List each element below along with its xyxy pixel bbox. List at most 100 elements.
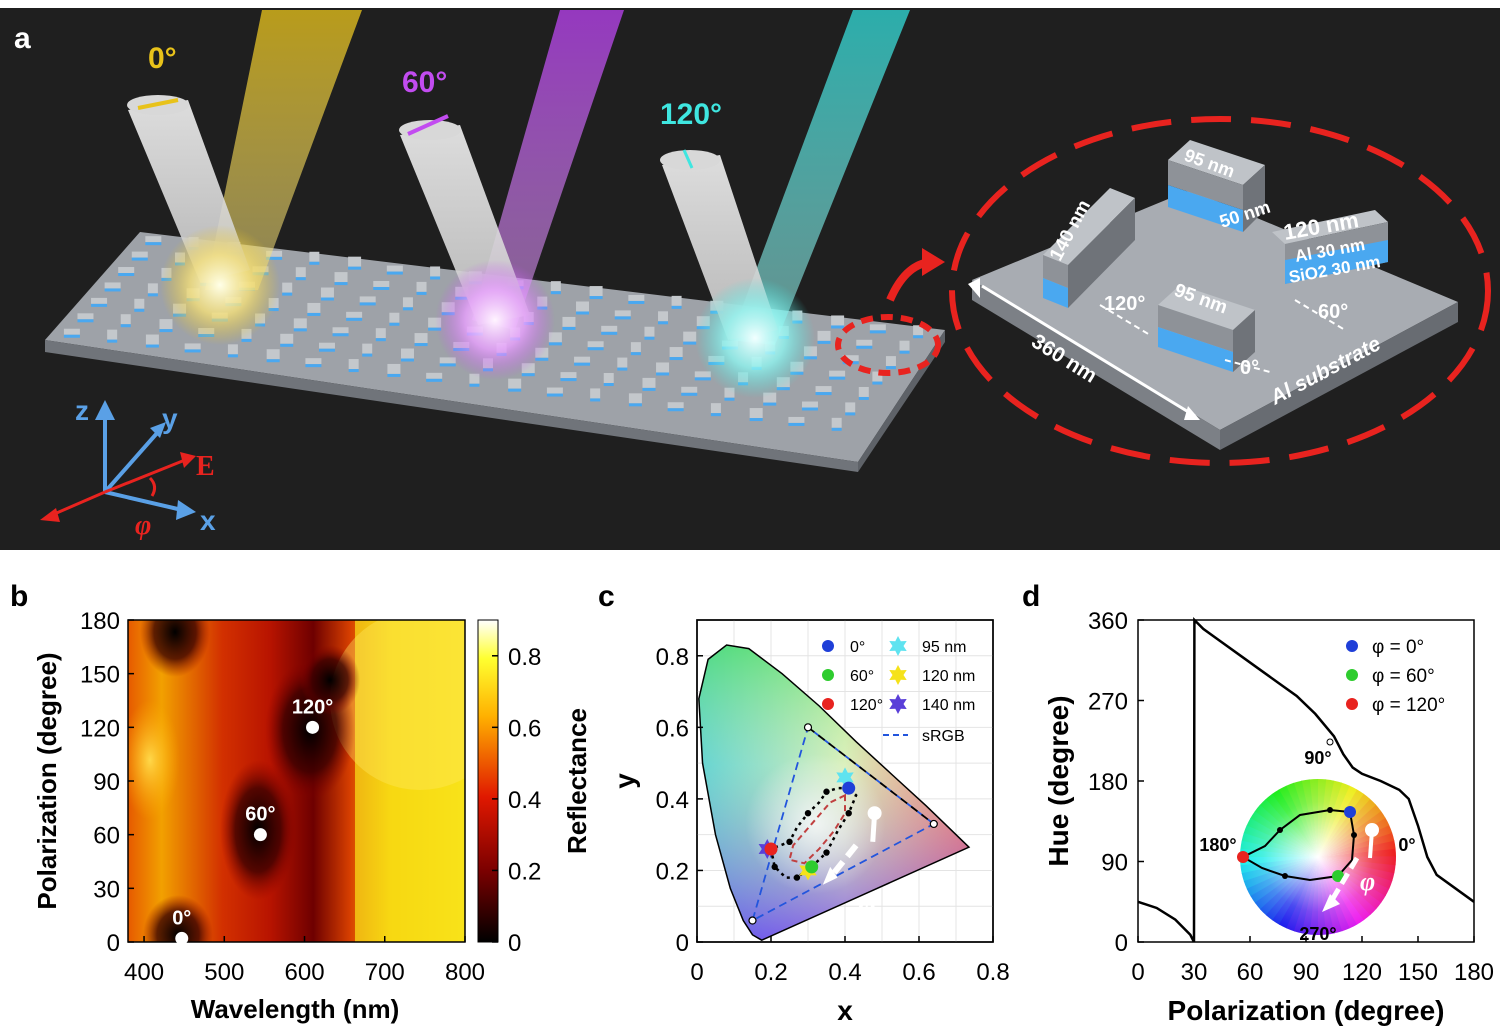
nanoblock	[305, 358, 322, 365]
nanoblock-oxide	[858, 396, 869, 400]
nanoblock	[683, 331, 697, 342]
nanoblock-oxide	[628, 403, 642, 407]
nanoblock-oxide	[658, 321, 669, 325]
panel-d-axes: 0 30 60 90 120 150 180 0 90 180 270 360	[1088, 608, 1494, 986]
nanoblock	[642, 377, 656, 388]
x-tick-label: 700	[365, 959, 405, 986]
nanoblock-oxide	[630, 352, 641, 356]
nanoblock-oxide	[603, 383, 614, 387]
nanoblock-oxide	[628, 300, 645, 304]
legend-label: φ = 0°	[1372, 637, 1424, 658]
srgb-vertex	[803, 723, 813, 732]
y-tick-label: 0	[1115, 930, 1128, 957]
x-tick-label: 400	[124, 959, 164, 986]
nanoblock	[309, 251, 320, 262]
wheel-label-270: 270°	[1299, 924, 1336, 944]
nanoblock-oxide	[359, 302, 376, 306]
colorbar-ticks: 0 0.2 0.4 0.6 0.8	[492, 644, 541, 957]
y-tick-label: 0	[107, 930, 120, 957]
nanoblock-oxide	[104, 288, 121, 292]
colorbar-tick-label: 0.8	[508, 644, 541, 671]
beam-label-60: 60°	[402, 66, 447, 99]
nanoblock	[749, 408, 763, 419]
nanoblock-oxide	[521, 373, 535, 377]
x-tick-label: 0.2	[754, 959, 787, 986]
nanoblock-oxide	[362, 353, 373, 357]
nanoblock	[508, 378, 522, 389]
polarization-point	[805, 860, 819, 874]
srgb-vertex	[929, 819, 938, 829]
nanoblock-oxide	[469, 383, 480, 387]
colorbar-tick-label: 0.2	[508, 858, 541, 885]
y-tick-label: 270	[1088, 689, 1128, 716]
nanoblock	[184, 343, 201, 350]
nanoblock	[656, 362, 670, 373]
nanoblock	[681, 386, 698, 393]
nanoblock-oxide	[856, 345, 873, 349]
nanoblock	[389, 312, 400, 323]
legend-star	[889, 665, 907, 685]
legend-label: 60°	[850, 668, 874, 685]
axis-y-label: y	[162, 403, 178, 434]
nanoblock	[293, 318, 307, 329]
nanoblock	[587, 341, 604, 348]
wheel-arrow	[1329, 856, 1360, 902]
zoom-circle-large	[949, 116, 1491, 466]
nanoblock	[145, 334, 159, 345]
x-tick-label: 0	[690, 959, 703, 986]
nanoblock-oxide	[295, 277, 306, 281]
nanoblock	[307, 302, 321, 313]
nanoblock	[159, 319, 173, 330]
x-tick-label: 800	[445, 959, 485, 986]
wheel-phi: φ	[1360, 867, 1375, 896]
nanoblock-oxide	[241, 338, 252, 342]
x-tick-label: 90	[1293, 959, 1320, 986]
colorbar	[477, 619, 499, 943]
panel-b-axes: 400 500 600 700 800 0 30 60 90 120 150 180	[80, 608, 485, 986]
nanoblock	[858, 386, 869, 397]
nanoblock-oxide	[913, 335, 924, 339]
y-tick-label: 0.8	[656, 644, 689, 671]
nanoblock-oxide	[831, 427, 842, 431]
colorbar-tick-label: 0.6	[508, 715, 541, 742]
heatmap-point-label: 60°	[245, 804, 275, 826]
hue-wheel: 90° 180° 0° 270° φ	[1199, 738, 1416, 944]
nanoblock	[387, 363, 401, 374]
legend-dot	[1346, 669, 1358, 681]
y-tick-label: 180	[80, 608, 120, 635]
axis-z-label: z	[75, 395, 89, 426]
panel-d: d 0 30 60 90 120 150 180 0 90 180 270 360 90° 180° …	[1022, 580, 1494, 1026]
colorbar-tick-label: 0.4	[508, 787, 541, 814]
nanoblock	[817, 330, 831, 341]
x-tick-label: 500	[204, 959, 244, 986]
nanoblock	[280, 333, 294, 344]
nanoblock	[630, 342, 641, 353]
nanoblock	[346, 311, 363, 318]
nanoblock-oxide	[402, 307, 413, 311]
nanoblock	[869, 324, 886, 331]
heatmap-point	[175, 931, 189, 945]
panel-b-letter: b	[10, 580, 28, 613]
nanoblock-oxide	[548, 342, 562, 346]
y-tick-label: 0.6	[656, 715, 689, 742]
nanoblock-oxide	[831, 325, 845, 329]
nanoblock	[724, 387, 735, 398]
srgb-vertex	[748, 916, 757, 925]
nanoblock	[658, 311, 669, 322]
nanoblock-oxide	[788, 422, 805, 426]
wheel-arrowhead	[1322, 894, 1340, 912]
y-tick-label: 0.2	[656, 858, 689, 885]
nanoblock-oxide	[134, 308, 145, 312]
wheel-label-0: 0°	[1398, 835, 1415, 855]
nanoblock-oxide	[91, 303, 108, 307]
nanoblock	[831, 315, 845, 326]
nanoblock	[334, 272, 348, 283]
y-tick-label: 60	[93, 823, 120, 850]
x-tick-label: 0.6	[902, 959, 935, 986]
block-95-bottom	[1158, 285, 1255, 372]
trace-point	[845, 810, 852, 817]
nanoblock-oxide	[617, 367, 628, 371]
nanoblock-oxide	[145, 242, 162, 246]
nanoblock-oxide	[601, 331, 618, 335]
x-tick-label: 150	[1398, 959, 1438, 986]
